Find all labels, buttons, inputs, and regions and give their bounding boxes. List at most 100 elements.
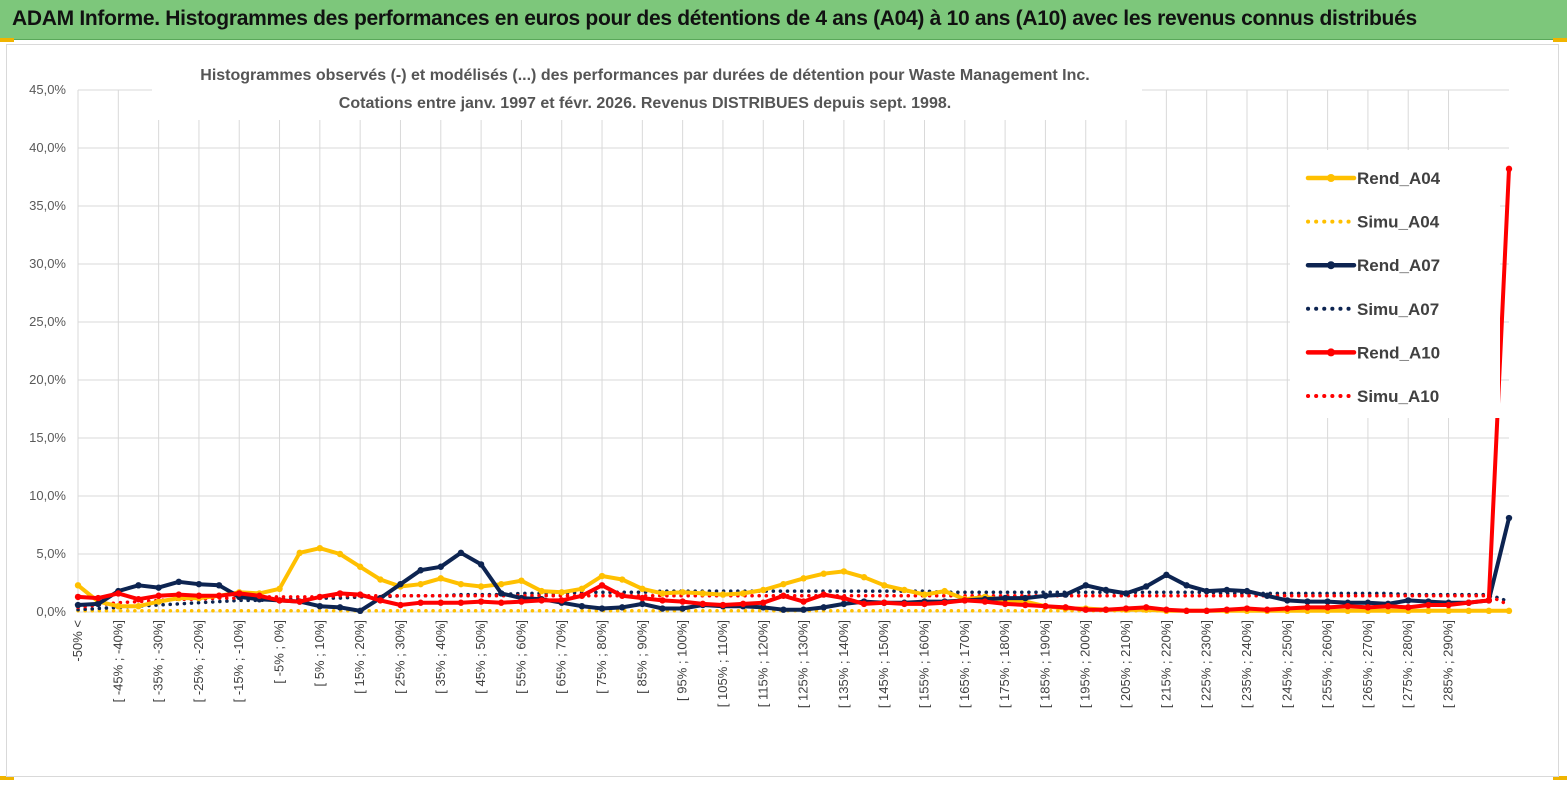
y-tick-label: 25,0% (29, 314, 66, 329)
data-point-rend_a04 (336, 550, 344, 558)
data-point-rend_a04 (598, 572, 606, 580)
data-point-rend_a04 (457, 580, 465, 588)
y-tick-label: 35,0% (29, 198, 66, 213)
x-tick-label: [ 45% ; 50%] (473, 620, 488, 694)
data-point-rend_a04 (377, 576, 384, 583)
data-point-rend_a10 (115, 590, 122, 597)
data-point-rend_a07 (1062, 591, 1069, 598)
data-point-rend_a10 (1364, 604, 1372, 611)
legend-box (1290, 150, 1500, 418)
x-tick-label: [ 35% ; 40%] (433, 620, 448, 694)
data-point-rend_a10 (820, 591, 827, 598)
data-point-rend_a04 (518, 577, 525, 584)
data-point-rend_a04 (739, 590, 747, 597)
data-point-rend_a10 (1284, 605, 1291, 612)
data-point-rend_a07 (1284, 597, 1291, 604)
data-point-rend_a10 (1102, 606, 1110, 613)
y-tick-label: 30,0% (29, 256, 66, 271)
data-point-rend_a10 (437, 599, 444, 606)
data-point-rend_a04 (880, 582, 888, 589)
data-point-rend_a07 (1405, 597, 1412, 604)
data-point-rend_a04 (921, 591, 928, 598)
data-point-rend_a10 (961, 597, 969, 604)
data-point-rend_a10 (739, 600, 747, 608)
data-point-rend_a07 (679, 605, 686, 612)
y-tick-label: 20,0% (29, 372, 66, 387)
y-tick-label: 45,0% (29, 82, 66, 97)
x-axis-ticks: -50% < [ -45% ; -40%] [ -35% ; -30%] [ -25%… (70, 620, 1456, 708)
data-point-rend_a10 (1183, 607, 1190, 615)
data-point-rend_a10 (1042, 603, 1049, 610)
data-point-rend_a04 (558, 589, 565, 596)
x-tick-label: [ 225% ; 230%] (1199, 620, 1214, 708)
data-point-rend_a07 (760, 604, 767, 611)
data-point-rend_a10 (1203, 607, 1210, 615)
chart-frame (6, 44, 1559, 777)
data-point-rend_a04 (719, 591, 727, 598)
data-point-rend_a10 (719, 601, 727, 609)
legend-label: Rend_A07 (1357, 256, 1440, 275)
x-tick-label: [ -15% ; -10%] (231, 620, 246, 702)
data-point-rend_a07 (155, 584, 162, 591)
data-point-rend_a07 (175, 578, 182, 586)
data-point-rend_a07 (215, 582, 223, 589)
data-point-rend_a10 (336, 590, 344, 597)
data-point-rend_a10 (417, 599, 424, 606)
x-tick-label: [ 215% ; 220%] (1158, 620, 1173, 708)
x-tick-label: [ 25% ; 30%] (392, 620, 407, 694)
data-point-rend_a07 (578, 603, 586, 610)
data-point-rend_a10 (941, 599, 948, 606)
data-point-rend_a04 (820, 570, 827, 577)
data-point-rend_a04 (1445, 607, 1452, 615)
data-point-rend_a10 (296, 598, 303, 605)
y-tick-label: 0,0% (36, 604, 66, 619)
legend-label: Rend_A04 (1357, 169, 1441, 188)
data-point-rend_a10 (1445, 601, 1452, 609)
data-point-rend_a07 (1364, 599, 1372, 606)
data-point-rend_a10 (236, 590, 243, 597)
data-point-rend_a10 (1143, 604, 1150, 611)
data-point-rend_a10 (699, 600, 707, 608)
data-point-rend_a07 (316, 603, 324, 610)
x-tick-label: [ 5% ; 10%] (312, 620, 327, 686)
data-point-rend_a10 (1163, 606, 1170, 613)
data-point-rend_a10 (397, 601, 404, 609)
data-point-rend_a10 (558, 597, 565, 604)
data-point-rend_a10 (1062, 604, 1069, 611)
data-point-rend_a10 (800, 598, 807, 605)
data-point-rend_a07 (1183, 582, 1190, 589)
data-point-rend_a10 (1465, 599, 1472, 606)
data-point-rend_a04 (74, 582, 82, 589)
data-point-rend_a10 (921, 600, 928, 608)
data-point-rend_a10 (760, 599, 767, 606)
legend-item-simu_a07: Simu_A07 (1306, 300, 1439, 319)
series-lines (74, 165, 1513, 615)
x-tick-label: [ 275% ; 280%] (1400, 620, 1415, 708)
data-point-rend_a04 (860, 574, 868, 581)
data-point-rend_a04 (840, 568, 848, 575)
report-banner: ADAM Informe. Histogrammes des performan… (0, 0, 1567, 40)
x-tick-label: [ 165% ; 170%] (957, 620, 972, 708)
data-point-rend_a10 (1505, 165, 1513, 173)
data-point-rend_a07 (1304, 598, 1311, 605)
data-point-rend_a10 (135, 596, 142, 603)
data-point-rend_a07 (659, 605, 666, 612)
legend-item-rend_a07: Rend_A07 (1305, 256, 1440, 275)
data-point-rend_a04 (941, 587, 948, 595)
data-point-rend_a10 (477, 598, 485, 605)
data-point-rend_a07 (618, 604, 626, 611)
data-point-rend_a10 (860, 600, 868, 608)
data-point-rend_a07 (598, 605, 606, 612)
data-point-rend_a07 (397, 580, 404, 588)
data-point-rend_a04 (800, 575, 807, 582)
legend-item-simu_a10: Simu_A10 (1306, 387, 1439, 406)
data-point-rend_a07 (437, 563, 444, 570)
data-point-rend_a10 (981, 598, 989, 605)
data-point-rend_a04 (276, 585, 283, 592)
data-point-rend_a10 (618, 592, 626, 599)
legend-label: Simu_A10 (1357, 387, 1439, 406)
series-line-rend_a10 (76, 166, 1511, 613)
data-point-rend_a04 (639, 585, 646, 592)
data-point-rend_a10 (1263, 606, 1271, 613)
data-point-rend_a10 (94, 594, 102, 602)
